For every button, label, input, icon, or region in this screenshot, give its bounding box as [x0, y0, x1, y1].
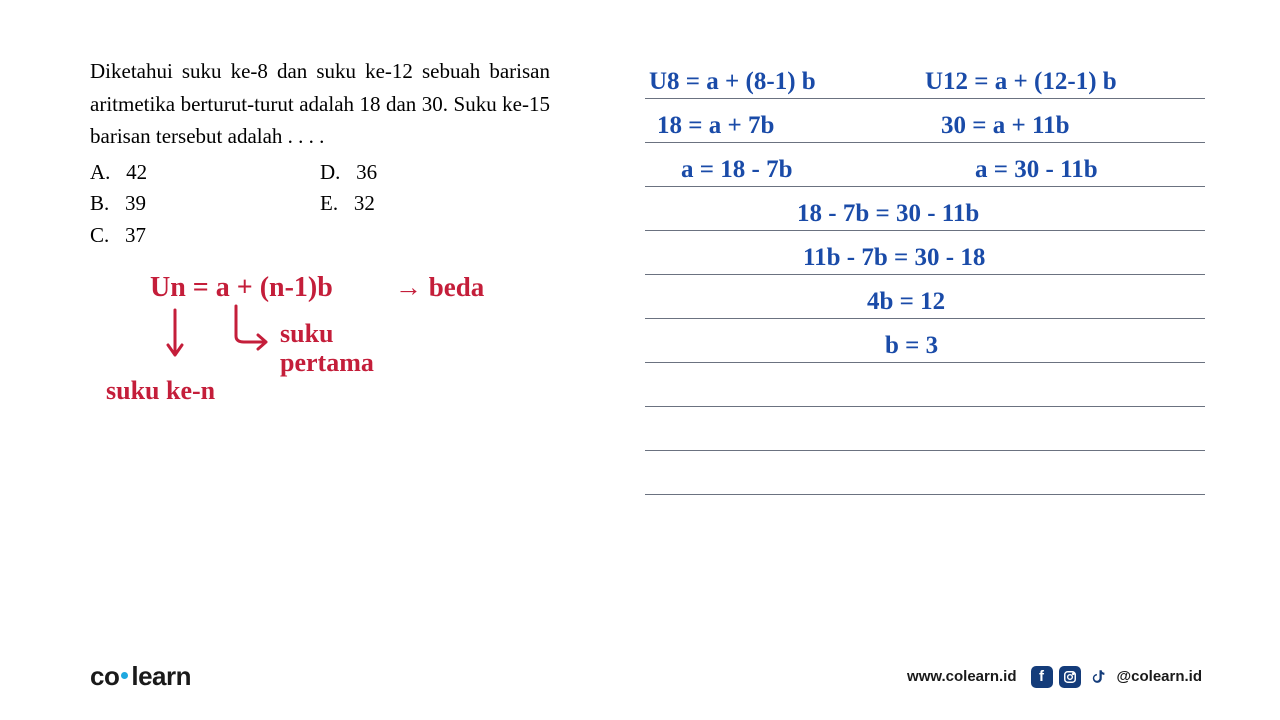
- arrow-down-icon: [160, 305, 200, 375]
- label-suku-pertama: sukupertama: [280, 320, 374, 377]
- arrow-hook-icon: [228, 302, 288, 362]
- social-icons: f @colearn.id: [1031, 666, 1202, 688]
- work-text: 11b - 7b = 30 - 18: [803, 244, 985, 272]
- option-a: A. 42: [90, 157, 320, 189]
- option-e: E. 32: [320, 188, 550, 220]
- work-line: 4b = 12: [645, 275, 1205, 319]
- work-line: 11b - 7b = 30 - 18: [645, 231, 1205, 275]
- label-beda: → beda: [395, 272, 484, 303]
- option-c: C. 37: [90, 220, 320, 252]
- work-text: U8 = a + (8-1) b: [649, 68, 816, 96]
- work-text: U12 = a + (12-1) b: [925, 68, 1117, 96]
- work-line: 18 - 7b = 30 - 11b: [645, 187, 1205, 231]
- label-suku-ke-n: suku ke-n: [106, 376, 215, 406]
- work-line: [645, 451, 1205, 495]
- facebook-icon: f: [1031, 666, 1053, 688]
- work-line: [645, 407, 1205, 451]
- work-text: a = 18 - 7b: [681, 156, 792, 184]
- work-text: 18 = a + 7b: [657, 112, 774, 140]
- answer-options: A. 42 D. 36 B. 39 E. 32 C. 37: [90, 157, 550, 252]
- option-d: D. 36: [320, 157, 550, 189]
- footer-url: www.colearn.id: [907, 668, 1016, 685]
- work-text: a = 30 - 11b: [975, 156, 1098, 184]
- work-text: 18 - 7b = 30 - 11b: [797, 200, 979, 228]
- work-text: 4b = 12: [867, 288, 945, 316]
- question-text: Diketahui suku ke-8 dan suku ke-12 sebua…: [90, 55, 550, 153]
- instagram-icon: [1059, 666, 1081, 688]
- work-line: 18 = a + 7b 30 = a + 11b: [645, 99, 1205, 143]
- option-b: B. 39: [90, 188, 320, 220]
- work-line: [645, 363, 1205, 407]
- worked-solution: U8 = a + (8-1) b U12 = a + (12-1) b 18 = a…: [645, 55, 1205, 495]
- tiktok-icon: [1087, 666, 1109, 688]
- work-line: U8 = a + (8-1) b U12 = a + (12-1) b: [645, 55, 1205, 99]
- logo: colearn: [90, 661, 191, 692]
- work-line: a = 18 - 7b a = 30 - 11b: [645, 143, 1205, 187]
- work-line: b = 3: [645, 319, 1205, 363]
- footer-handle: @colearn.id: [1117, 668, 1202, 685]
- footer: colearn www.colearn.id f @colearn.id: [0, 661, 1280, 692]
- work-text: 30 = a + 11b: [941, 112, 1070, 140]
- formula-un: Un = a + (n-1)b: [150, 272, 333, 304]
- work-text: b = 3: [885, 332, 938, 360]
